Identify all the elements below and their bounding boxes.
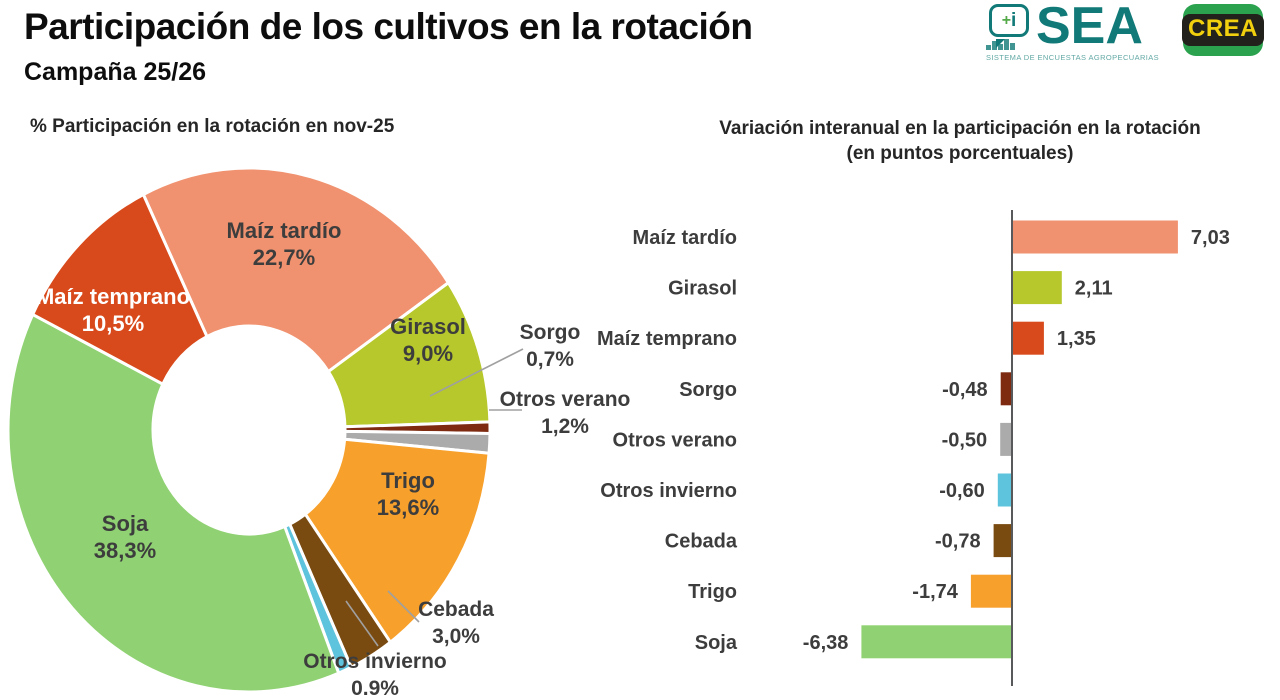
bar-maiz-tardio xyxy=(1012,220,1178,254)
donut-slice-maiz-tardio xyxy=(141,166,450,374)
donut-value-soja: 38,3% xyxy=(94,538,156,563)
bar-value-soja: -6,38 xyxy=(803,632,849,654)
leader-line-sorgo xyxy=(429,348,524,397)
donut-value-maiz-temprano: 10,5% xyxy=(82,311,144,336)
leader-line-otros-invierno xyxy=(345,600,379,647)
sea-logo: + i SEA SISTEMA DE ENCUESTAS AGROPECUARIA… xyxy=(986,0,1166,62)
donut-value-girasol: 9,0% xyxy=(403,341,453,366)
donut-label-maiz-tardio: Maíz tardío xyxy=(227,218,342,243)
donut-chart-title: % Participación en la rotación en nov-25 xyxy=(30,116,395,137)
variation-bar-chart: Maíz tardío 7,03 Girasol 2,11 Maíz temprano 1… xyxy=(597,210,1230,686)
donut-value-maiz-tardio: 22,7% xyxy=(253,245,315,270)
sea-skyline-icon xyxy=(986,39,1015,50)
donut-slice-maiz-temprano xyxy=(31,193,209,386)
bar-value-otros-invierno: -0,60 xyxy=(939,480,985,502)
bar-maiz-temprano xyxy=(1012,321,1044,355)
bar-cebada xyxy=(993,524,1012,558)
bar-value-sorgo: -0,48 xyxy=(942,379,988,401)
bar-girasol xyxy=(1012,271,1062,305)
bar-value-maiz-tardio: 7,03 xyxy=(1191,227,1230,249)
donut-label-cebada: Cebada xyxy=(418,598,494,621)
leader-line-cebada xyxy=(387,590,420,623)
donut-label-otros-verano: Otros verano xyxy=(500,388,631,411)
donut-label-girasol: Girasol xyxy=(390,314,466,339)
bar-trigo xyxy=(970,574,1012,608)
bar-category-maiz-tardio: Maíz tardío xyxy=(633,227,737,249)
bar-chart-title-line1: Variación interanual en la participación… xyxy=(719,118,1201,139)
bar-value-trigo: -1,74 xyxy=(912,581,958,603)
bar-chart-title-line2: (en puntos porcentuales) xyxy=(846,143,1074,164)
donut-label-otros-invierno: Otros invierno xyxy=(303,650,447,673)
sea-speech-bubble-icon: + i xyxy=(986,4,1034,50)
crea-logo-wordmark: CREA xyxy=(1182,14,1265,46)
donut-value-cebada: 3,0% xyxy=(432,625,480,648)
page-subtitle: Campaña 25/26 xyxy=(24,58,207,86)
bar-value-girasol: 2,11 xyxy=(1075,278,1113,300)
donut-slice-soja xyxy=(6,312,341,694)
donut-label-maiz-temprano: Maíz temprano xyxy=(36,284,190,309)
donut-value-sorgo: 0,7% xyxy=(526,348,574,371)
bar-value-maiz-temprano: 1,35 xyxy=(1057,328,1096,350)
bar-category-trigo: Trigo xyxy=(688,581,737,603)
bar-otros-verano xyxy=(1000,422,1012,456)
bar-sorgo xyxy=(1000,372,1012,406)
bar-otros-invierno xyxy=(997,473,1012,507)
donut-label-trigo: Trigo xyxy=(381,468,435,493)
bar-soja xyxy=(861,625,1012,659)
donut-slice-trigo xyxy=(303,437,491,644)
donut-value-otros-verano: 1,2% xyxy=(541,415,589,438)
donut-label-sorgo: Sorgo xyxy=(520,321,581,344)
bar-category-sorgo: Sorgo xyxy=(679,379,737,401)
sea-icon-i: i xyxy=(1011,10,1017,31)
bar-category-girasol: Girasol xyxy=(668,278,737,300)
bar-category-soja: Soja xyxy=(695,632,738,654)
bar-value-otros-verano: -0,50 xyxy=(942,429,988,451)
sea-logo-tagline: SISTEMA DE ENCUESTAS AGROPECUARIAS xyxy=(986,53,1160,62)
bar-category-cebada: Cebada xyxy=(665,531,738,553)
bar-chart-title: Variación interanual en la participación… xyxy=(650,116,1270,166)
donut-value-otros-invierno: 0.9% xyxy=(351,677,399,700)
sea-logo-wordmark: SEA xyxy=(1036,0,1143,55)
bar-category-otros-verano: Otros verano xyxy=(613,429,737,451)
sea-bubble-tail xyxy=(996,39,1005,48)
bar-category-otros-invierno: Otros invierno xyxy=(600,480,737,502)
crea-logo: CREA xyxy=(1182,4,1265,56)
page-title: Participación de los cultivos en la rota… xyxy=(24,6,753,47)
bar-value-cebada: -0,78 xyxy=(935,531,981,553)
sea-icon-plus: + xyxy=(1001,11,1012,29)
donut-value-trigo: 13,6% xyxy=(377,495,439,520)
bar-category-maiz-temprano: Maíz temprano xyxy=(597,328,737,350)
donut-label-soja: Soja xyxy=(102,511,149,536)
